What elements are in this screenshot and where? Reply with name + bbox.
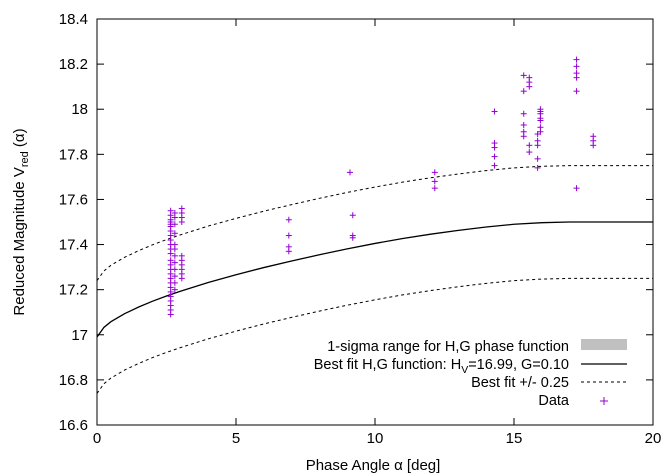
data-point (491, 153, 498, 160)
data-point (171, 230, 178, 237)
x-tick-label: 10 (367, 430, 384, 447)
best-fit-line (96, 221, 653, 338)
legend-label-best-fit-sub: V (461, 364, 468, 376)
data-point (573, 88, 580, 95)
legend-label-best-fit-suffix: =16.99, G=0.10 (468, 357, 569, 373)
x-tick-label: 20 (645, 430, 662, 447)
data-point (349, 232, 356, 239)
data-point (520, 128, 527, 135)
data-point (526, 149, 533, 156)
x-tick-label: 5 (232, 430, 240, 447)
data-point (526, 142, 533, 149)
data-point (573, 70, 580, 77)
data-point (573, 63, 580, 70)
y-tick-label: 17.8 (59, 146, 88, 163)
y-tick-label: 18.2 (59, 56, 88, 73)
data-point (178, 252, 185, 259)
y-tick-label: 16.6 (59, 417, 88, 434)
data-point (171, 266, 178, 273)
data-point (431, 185, 438, 192)
data-point (537, 124, 544, 131)
y-axis-title-suffix: (α) (11, 128, 28, 151)
data-point (526, 74, 533, 81)
data-point (285, 232, 292, 239)
data-point (171, 286, 178, 293)
y-tick-label: 17.2 (59, 282, 88, 299)
best-fit-line-layer (96, 221, 653, 338)
data-point (346, 169, 353, 176)
data-point (520, 122, 527, 129)
data-point (590, 133, 597, 140)
data-point (171, 259, 178, 266)
legend-label-band: 1-sigma range for H,G phase function (327, 339, 569, 355)
y-axis-title-main: Reduced Magnitude V (11, 167, 28, 315)
y-tick-label: 18 (71, 101, 88, 118)
dashed-lower-line (96, 277, 653, 394)
y-tick-label: 17.6 (59, 191, 88, 208)
data-point (573, 56, 580, 63)
data-point (520, 88, 527, 95)
x-axis-title: Phase Angle α [deg] (306, 457, 441, 474)
data-point (285, 216, 292, 223)
data-point (534, 164, 541, 171)
y-axis-title: Reduced Magnitude Vred (α) (11, 128, 31, 315)
data-point (285, 243, 292, 250)
legend: 1-sigma range for H,G phase function Bes… (314, 339, 627, 409)
data-point (171, 252, 178, 259)
legend-swatch-data (600, 397, 608, 405)
dashed-upper-line (96, 165, 653, 281)
data-point (171, 221, 178, 228)
x-tick-label: 15 (506, 430, 523, 447)
data-point (167, 257, 174, 264)
x-tick-label: 0 (93, 430, 101, 447)
y-tick-label: 17.4 (59, 237, 88, 254)
y-axis-title-sub: red (19, 151, 31, 167)
dashed-lines-layer (96, 165, 653, 394)
axes-layer: 0 5 10 15 20 16.6 16.8 17 17.2 17.4 17.6 17.8 18 18.2… (59, 11, 662, 447)
data-point (537, 106, 544, 113)
data-point (167, 207, 174, 214)
data-point (520, 72, 527, 79)
legend-label-dashed: Best fit +/- 0.25 (471, 375, 569, 391)
data-point (491, 140, 498, 147)
data-point (178, 205, 185, 212)
y-tick-label: 16.8 (59, 372, 88, 389)
legend-label-best-fit-main: Best fit H,G function: H (314, 357, 461, 373)
data-point (431, 169, 438, 176)
legend-label-best-fit: Best fit H,G function: HV=16.99, G=0.10 (314, 357, 569, 376)
data-points-layer (167, 56, 597, 318)
data-point (491, 162, 498, 169)
data-point (171, 273, 178, 280)
data-point (171, 209, 178, 216)
data-point (520, 110, 527, 117)
legend-label-data: Data (538, 393, 570, 409)
y-tick-label: 17 (71, 327, 88, 344)
legend-swatch-band (581, 339, 627, 350)
data-point (349, 212, 356, 219)
data-point (573, 185, 580, 192)
data-point (491, 108, 498, 115)
data-point (171, 241, 178, 248)
data-point (534, 137, 541, 144)
data-point (431, 178, 438, 185)
y-tick-label: 18.4 (59, 11, 88, 28)
data-point (534, 155, 541, 162)
data-point (171, 279, 178, 286)
